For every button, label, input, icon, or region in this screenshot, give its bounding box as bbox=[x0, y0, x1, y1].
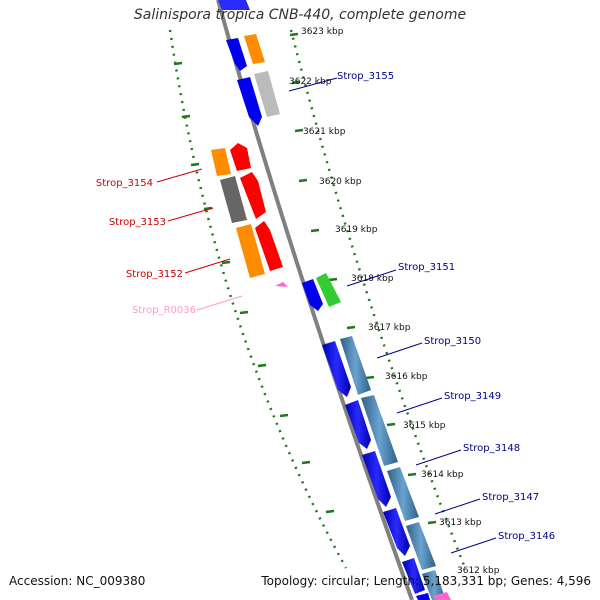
ruler-label: 3623 kbp bbox=[301, 27, 344, 37]
gene-label[interactable]: Strop_3154 bbox=[96, 178, 153, 189]
gene-feature[interactable] bbox=[302, 279, 323, 311]
gene-feature[interactable] bbox=[226, 38, 247, 71]
gene-feature[interactable] bbox=[254, 71, 280, 117]
gene-label[interactable]: Strop_3149 bbox=[444, 391, 501, 402]
label-leader-strop-3153 bbox=[167, 207, 214, 222]
genome-backbone bbox=[216, 0, 414, 600]
gene-feature[interactable] bbox=[211, 148, 231, 176]
ruler-label: 3614 kbp bbox=[421, 470, 464, 480]
gene-feature[interactable] bbox=[406, 522, 436, 570]
label-leader-strop-3150 bbox=[376, 342, 423, 359]
gene-feature[interactable] bbox=[402, 558, 425, 594]
ruler-label: 3612 kbp bbox=[457, 566, 500, 576]
gene-feature[interactable] bbox=[345, 400, 371, 449]
gene-feature[interactable] bbox=[240, 172, 266, 219]
gene-feature[interactable] bbox=[433, 592, 451, 600]
gene-feature[interactable] bbox=[416, 593, 430, 600]
label-leader-strop-3149 bbox=[396, 397, 443, 414]
ruler-label: 3620 kbp bbox=[319, 177, 362, 187]
gene-feature[interactable] bbox=[316, 273, 341, 307]
label-leader-strop-3152 bbox=[184, 258, 231, 274]
gene-label[interactable]: Strop_3147 bbox=[482, 492, 539, 503]
gene-feature[interactable] bbox=[244, 34, 265, 64]
ruler-label: 3615 kbp bbox=[403, 421, 446, 431]
gene-feature[interactable] bbox=[362, 451, 391, 507]
ruler-label: 3618 kbp bbox=[351, 274, 394, 284]
accession-label: Accession: NC_009380 bbox=[9, 574, 146, 588]
ruler-label: 3621 kbp bbox=[303, 127, 346, 137]
gene-label[interactable]: Strop_3151 bbox=[398, 262, 455, 273]
label-leader-strop-3146 bbox=[450, 537, 497, 554]
gene-label[interactable]: Strop_3146 bbox=[498, 531, 555, 542]
outer-tick-marks bbox=[173, 61, 335, 514]
gene-feature[interactable] bbox=[340, 336, 371, 395]
gene-feature[interactable] bbox=[255, 221, 283, 271]
gene-label[interactable]: Strop_R0036 bbox=[132, 305, 196, 316]
gene-label[interactable]: Strop_3148 bbox=[463, 443, 520, 454]
label-leader-strop-3147 bbox=[434, 498, 481, 515]
gene-label[interactable]: Strop_3152 bbox=[126, 269, 183, 280]
ruler-label: 3617 kbp bbox=[368, 323, 411, 333]
ruler-label: 3619 kbp bbox=[335, 225, 378, 235]
gene-feature[interactable] bbox=[383, 508, 410, 556]
gene-feature[interactable] bbox=[218, 0, 250, 10]
label-leader-strop-r0036 bbox=[196, 295, 243, 311]
gene-feature[interactable] bbox=[322, 341, 351, 397]
label-leader-strop-3148 bbox=[415, 449, 462, 466]
inner-tick-guide bbox=[289, 29, 467, 569]
gene-label[interactable]: Strop_3155 bbox=[337, 71, 394, 82]
gene-feature[interactable] bbox=[387, 467, 419, 521]
gene-feature[interactable] bbox=[237, 77, 262, 126]
ruler-label: 3622 kbp bbox=[289, 77, 332, 87]
gene-label[interactable]: Strop_3153 bbox=[109, 217, 166, 228]
topology-label: Topology: circular; Length: 5,183,331 bp… bbox=[261, 574, 591, 588]
ruler-label: 3616 kbp bbox=[385, 372, 428, 382]
ruler-label: 3613 kbp bbox=[439, 518, 482, 528]
label-leader-strop-3154 bbox=[156, 168, 203, 183]
map-title: Salinispora tropica CNB-440, complete ge… bbox=[133, 7, 467, 23]
gene-feature[interactable] bbox=[361, 395, 398, 466]
gene-feature[interactable] bbox=[422, 570, 446, 600]
gene-feature[interactable] bbox=[220, 176, 247, 223]
gene-label[interactable]: Strop_3150 bbox=[424, 336, 481, 347]
gene-feature[interactable] bbox=[236, 224, 265, 278]
label-leader-strop-3155 bbox=[288, 77, 338, 92]
rna-feature[interactable] bbox=[275, 282, 288, 287]
gene-feature[interactable] bbox=[230, 143, 251, 171]
label-leader-strop-3151 bbox=[346, 269, 397, 287]
inner-tick-marks bbox=[289, 32, 437, 525]
